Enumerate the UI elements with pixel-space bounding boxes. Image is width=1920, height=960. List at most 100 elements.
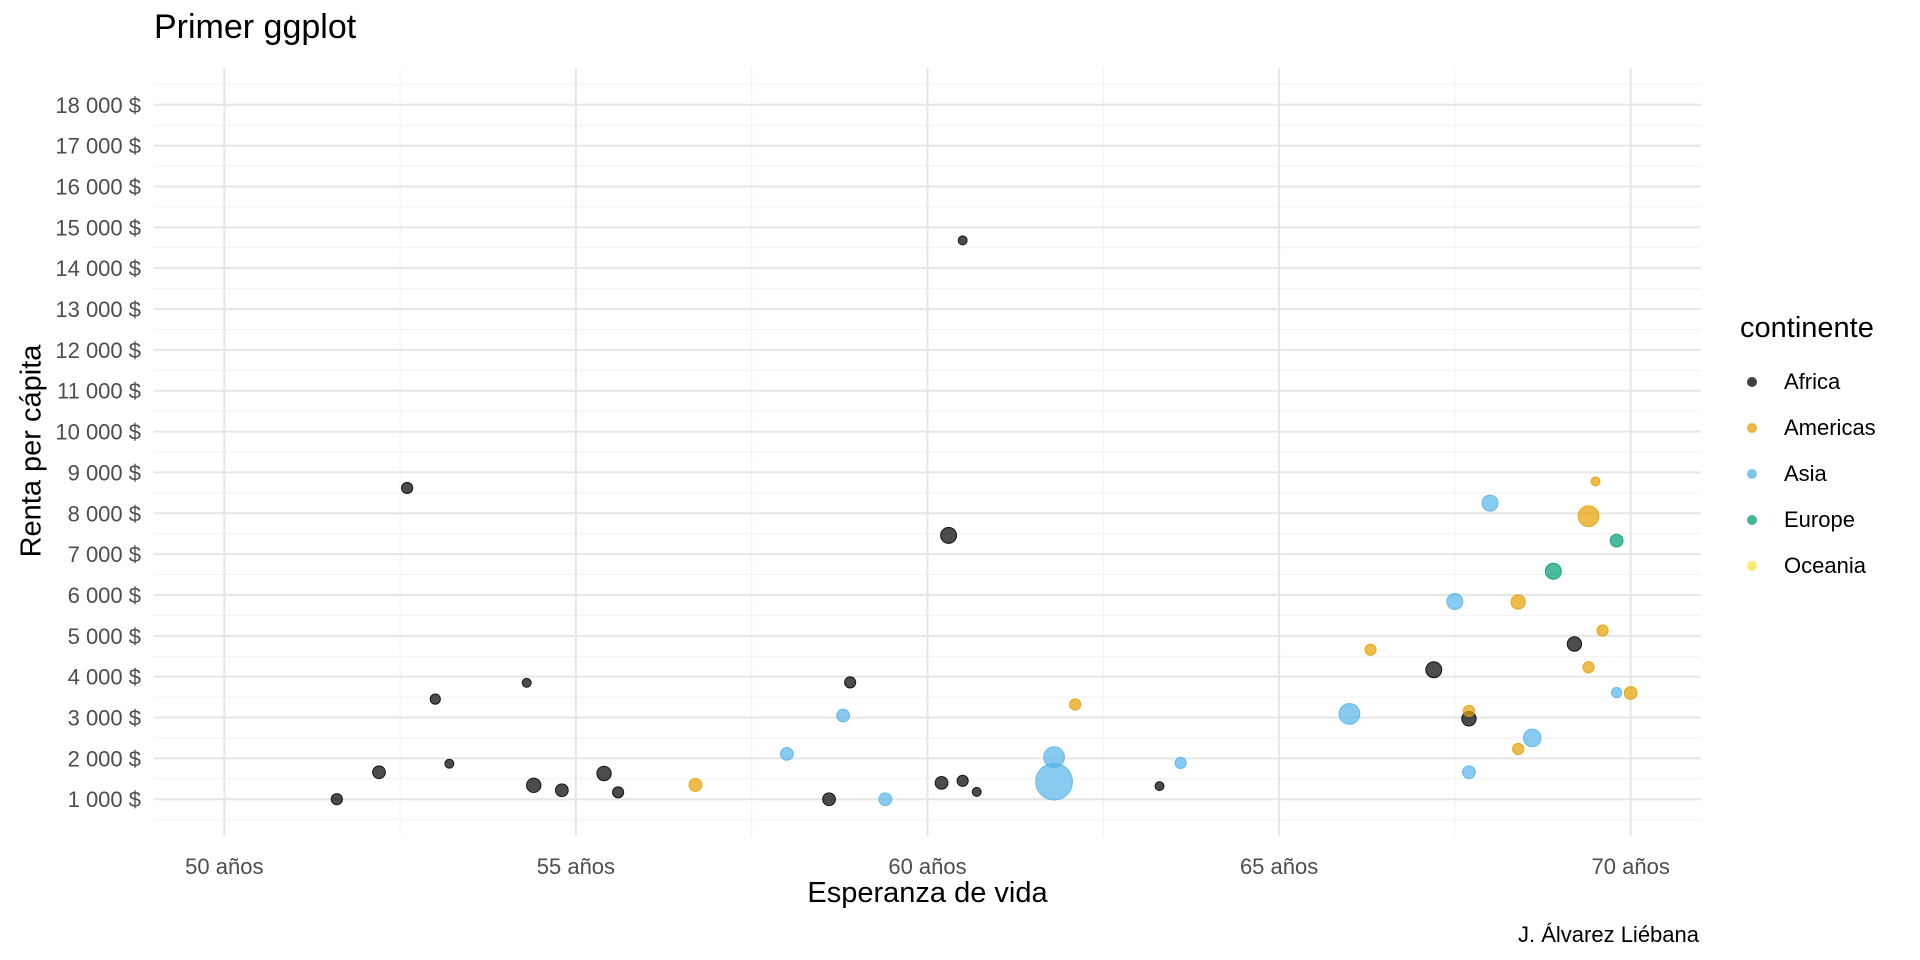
data-point-americas xyxy=(1582,661,1595,674)
legend-item-oceania: Oceania xyxy=(1740,543,1876,589)
legend-swatch xyxy=(1747,515,1757,525)
legend: continente Africa Americas Asia Europe Ocean… xyxy=(1740,312,1876,589)
data-point-asia xyxy=(836,708,851,723)
legend-key-oceania xyxy=(1740,561,1764,571)
data-point-africa xyxy=(1154,781,1165,792)
legend-item-europe: Europe xyxy=(1740,497,1876,543)
data-point-americas xyxy=(688,778,703,792)
data-point-americas xyxy=(1364,643,1377,656)
data-point-americas xyxy=(1512,742,1525,756)
y-tick-label: 15 000 $ xyxy=(55,215,141,240)
data-point-africa xyxy=(971,786,982,797)
legend-swatch xyxy=(1747,423,1757,433)
data-point-asia xyxy=(1035,762,1073,801)
legend-key-europe xyxy=(1740,515,1764,525)
data-point-asia xyxy=(1462,765,1476,780)
legend-label: Asia xyxy=(1784,461,1827,486)
legend-items: Africa Americas Asia Europe Oceania xyxy=(1740,359,1876,589)
y-tick-label: 3 000 $ xyxy=(68,706,141,731)
data-point-asia xyxy=(878,792,893,807)
data-point-africa xyxy=(554,783,569,798)
legend-label: Africa xyxy=(1784,369,1841,394)
legend-swatch xyxy=(1747,469,1757,479)
y-tick-label: 18 000 $ xyxy=(55,93,141,118)
data-point-americas xyxy=(1577,505,1600,528)
major-gridlines xyxy=(154,68,1701,836)
data-point-africa xyxy=(957,235,968,246)
data-point-americas xyxy=(1596,624,1609,637)
data-point-africa xyxy=(521,677,532,688)
legend-key-africa xyxy=(1740,377,1764,387)
y-tick-label: 1 000 $ xyxy=(68,787,141,812)
data-point-africa xyxy=(444,758,455,769)
data-point-americas xyxy=(1510,594,1526,610)
data-point-americas xyxy=(1462,704,1476,718)
data-point-asia xyxy=(1481,494,1499,512)
data-point-africa xyxy=(526,777,542,794)
data-point-africa xyxy=(429,693,441,705)
y-tick-label: 4 000 $ xyxy=(68,665,141,690)
legend-item-americas: Americas xyxy=(1740,405,1876,451)
legend-label: Americas xyxy=(1784,415,1876,440)
data-point-europe xyxy=(1544,562,1562,580)
legend-item-asia: Asia xyxy=(1740,451,1876,497)
data-point-asia xyxy=(1610,686,1623,699)
data-point-europe xyxy=(1609,533,1624,548)
data-point-africa xyxy=(612,786,625,799)
x-tick-label: 60 años xyxy=(888,854,966,879)
y-tick-label: 16 000 $ xyxy=(55,174,141,199)
data-point-africa xyxy=(1425,661,1443,679)
data-point-asia xyxy=(1338,702,1361,725)
y-tick-label: 7 000 $ xyxy=(68,542,141,567)
x-tick-label: 50 años xyxy=(185,854,263,879)
data-point-americas xyxy=(1623,686,1638,700)
y-tick-label: 17 000 $ xyxy=(55,134,141,159)
x-tick-label: 70 años xyxy=(1592,854,1670,879)
legend-label: Oceania xyxy=(1784,553,1866,578)
y-tick-label: 12 000 $ xyxy=(55,338,141,363)
data-point-americas xyxy=(1069,698,1082,711)
y-tick-label: 2 000 $ xyxy=(68,746,141,771)
x-axis-label: Esperanza de vida xyxy=(807,877,1048,909)
y-tick-label: 11 000 $ xyxy=(57,379,141,404)
data-point-africa xyxy=(940,526,958,544)
data-point-africa xyxy=(372,765,386,780)
data-point-africa xyxy=(934,775,949,790)
x-tick-label: 65 años xyxy=(1240,854,1318,879)
legend-key-americas xyxy=(1740,423,1764,433)
y-tick-label: 6 000 $ xyxy=(68,583,141,608)
data-point-africa xyxy=(596,765,612,782)
data-point-asia xyxy=(1174,756,1187,769)
y-axis-ticks: 1 000 $ 2 000 $ 3 000 $ 4 000 $ 5 000 $ 6 000… xyxy=(55,93,141,812)
chart-caption: J. Álvarez Liébana xyxy=(1518,922,1699,947)
y-tick-label: 14 000 $ xyxy=(55,256,141,281)
data-points xyxy=(330,235,1638,807)
y-tick-label: 10 000 $ xyxy=(55,420,141,445)
legend-label: Europe xyxy=(1784,507,1855,532)
legend-title: continente xyxy=(1740,312,1874,344)
x-tick-label: 55 años xyxy=(537,854,615,879)
y-tick-label: 9 000 $ xyxy=(68,460,141,485)
legend-swatch xyxy=(1747,561,1757,571)
data-point-africa xyxy=(822,792,836,807)
data-point-africa xyxy=(401,481,414,495)
data-point-africa xyxy=(1566,636,1583,652)
data-point-africa xyxy=(844,676,857,689)
chart-title: Primer ggplot xyxy=(154,8,357,46)
data-point-asia xyxy=(1446,593,1464,611)
y-tick-label: 5 000 $ xyxy=(68,624,141,649)
x-axis-ticks: 50 años 55 años 60 años 65 años 70 años xyxy=(185,854,1670,879)
legend-item-africa: Africa xyxy=(1740,359,1876,405)
y-axis-label: Renta per cápita xyxy=(15,344,48,558)
data-point-asia xyxy=(779,746,794,761)
data-point-americas xyxy=(1590,476,1601,487)
data-point-africa xyxy=(330,793,343,806)
data-point-africa xyxy=(956,774,969,787)
legend-key-asia xyxy=(1740,469,1764,479)
y-tick-label: 13 000 $ xyxy=(55,297,141,322)
y-tick-label: 8 000 $ xyxy=(68,501,141,526)
data-point-asia xyxy=(1043,746,1065,769)
legend-swatch xyxy=(1747,377,1757,387)
data-point-asia xyxy=(1522,728,1542,748)
